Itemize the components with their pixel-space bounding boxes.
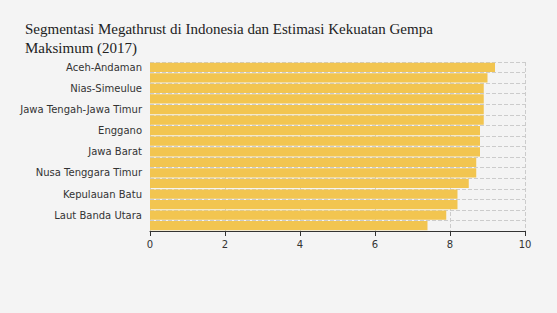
- svg-text:4: 4: [297, 239, 303, 250]
- svg-text:2: 2: [222, 239, 228, 250]
- svg-text:Nias-Simeulue: Nias-Simeulue: [70, 83, 142, 94]
- svg-text:Laut Banda Utara: Laut Banda Utara: [54, 210, 142, 221]
- svg-text:Aceh-Andaman: Aceh-Andaman: [66, 62, 142, 73]
- svg-text:0: 0: [147, 239, 153, 250]
- svg-text:Jawa Tengah-Jawa Timur: Jawa Tengah-Jawa Timur: [19, 104, 143, 115]
- svg-text:Jawa Barat: Jawa Barat: [87, 146, 142, 157]
- svg-text:10: 10: [519, 239, 532, 250]
- svg-text:Enggano: Enggano: [98, 125, 142, 136]
- svg-text:Maksimum (2017): Maksimum (2017): [25, 40, 137, 57]
- svg-text:8: 8: [447, 239, 453, 250]
- svg-text:Kepulauan Batu: Kepulauan Batu: [63, 189, 142, 200]
- svg-text:Segmentasi Megathrust di Indon: Segmentasi Megathrust di Indonesia dan E…: [25, 21, 437, 37]
- svg-text:6: 6: [372, 239, 378, 250]
- svg-text:Nusa Tenggara Timur: Nusa Tenggara Timur: [36, 167, 143, 178]
